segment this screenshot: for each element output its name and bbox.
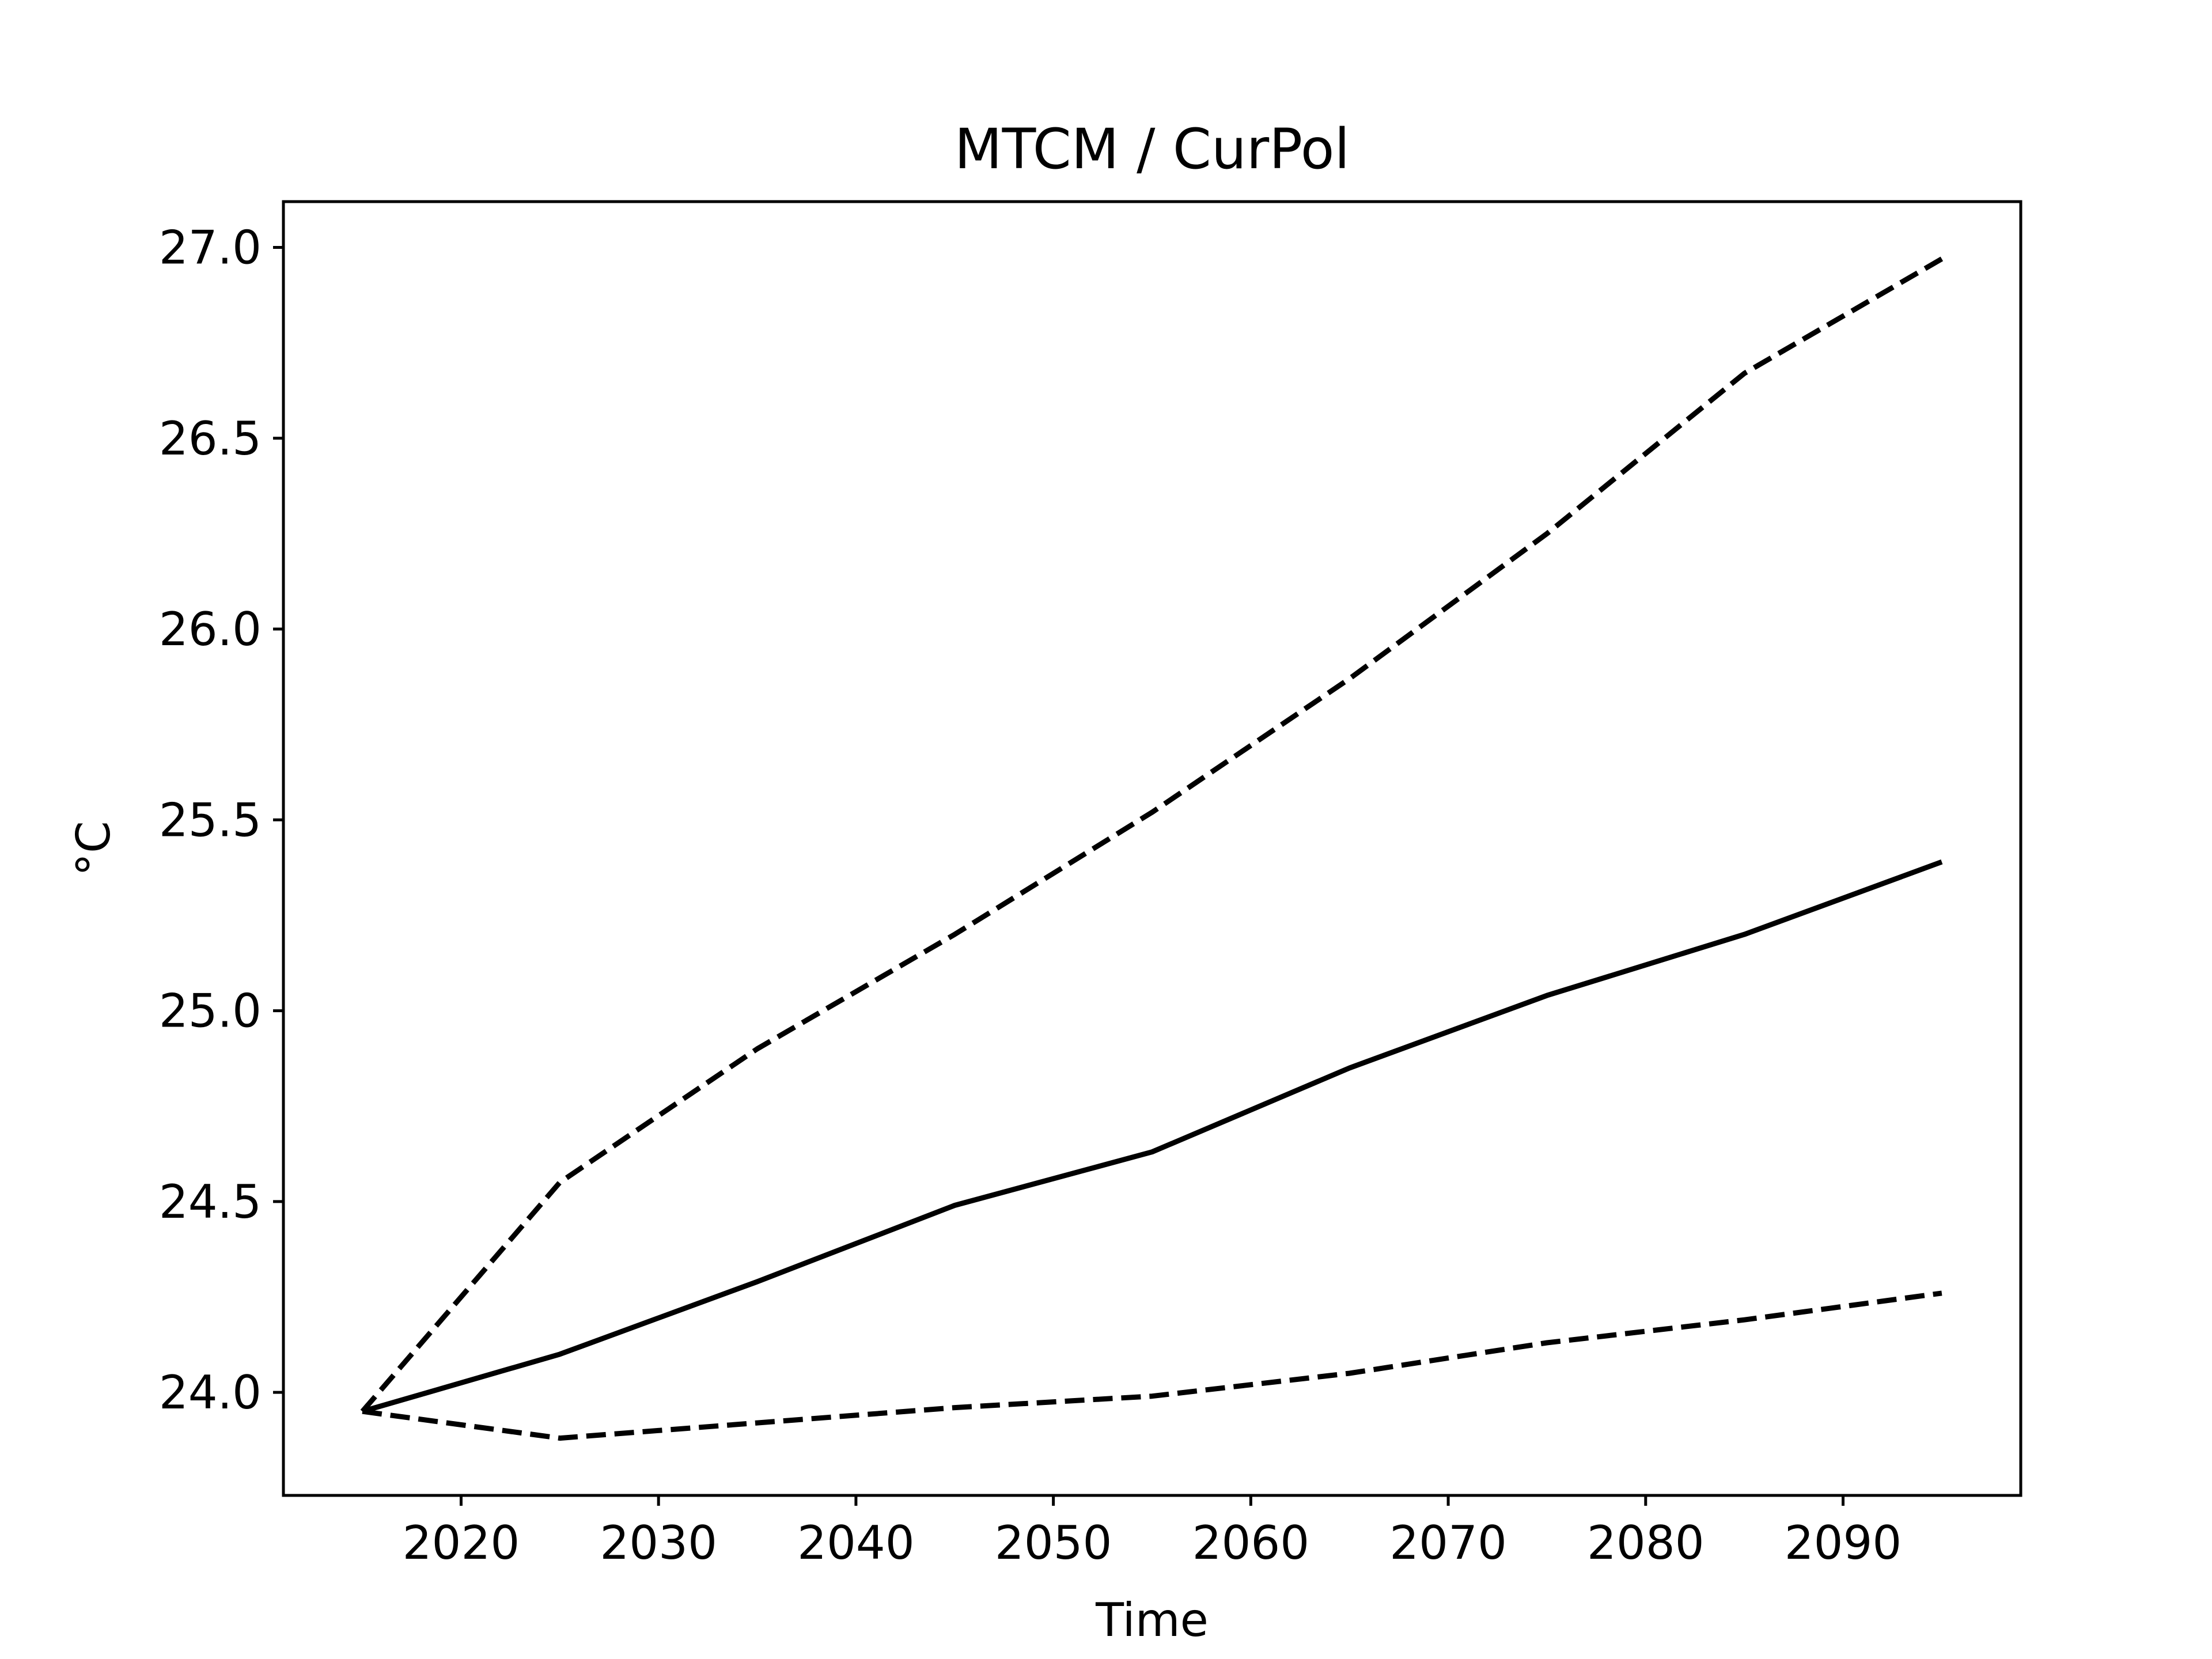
y-tick-label: 24.5 [159,1175,262,1229]
plot-frame [282,200,2022,1497]
y-tick-label: 26.0 [159,603,262,656]
series-line-3 [362,1290,1942,1441]
chart-title: MTCM / CurPol [955,117,1350,181]
x-tick-label: 2040 [797,1516,915,1570]
x-axis-label: Time [1095,1593,1209,1647]
y-tick-label: 25.0 [159,984,262,1038]
x-tick-label: 2060 [1192,1516,1310,1570]
x-axis-ticks: 2020 2030 2040 2050 2060 2070 2080 2090 [403,1495,1902,1570]
x-tick-label: 2020 [403,1516,520,1570]
y-tick-label: 26.5 [159,412,262,465]
y-axis-label: °C [67,821,120,876]
x-tick-label: 2070 [1389,1516,1507,1570]
x-tick-label: 2030 [600,1516,717,1570]
y-axis-ticks: 24.0 24.5 25.0 25.5 26.0 26.5 27.0 [159,221,283,1419]
plot-series [360,256,1944,1441]
y-tick-label: 24.0 [159,1366,262,1419]
x-tick-label: 2050 [995,1516,1112,1570]
x-tick-label: 2080 [1587,1516,1705,1570]
series-line-2 [361,859,1943,1414]
y-tick-label: 25.5 [159,793,262,847]
x-tick-label: 2090 [1785,1516,1902,1570]
y-tick-label: 27.0 [159,221,262,275]
series-line-1 [360,256,1944,1414]
